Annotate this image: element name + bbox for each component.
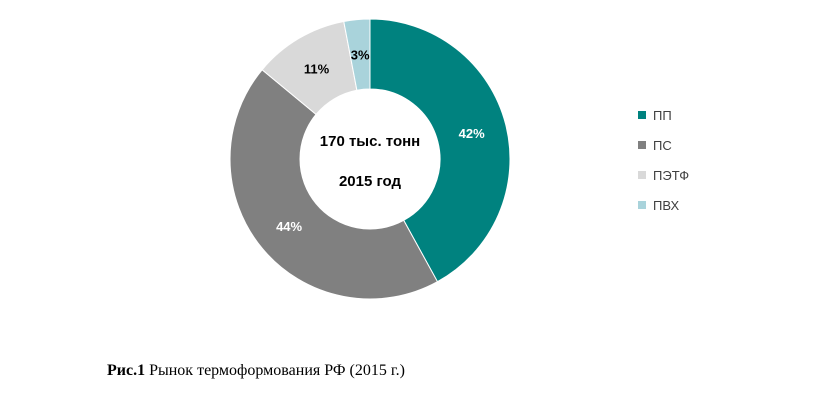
center-text-line-1: 170 тыс. тонн (320, 133, 420, 150)
legend: ПП ПС ПЭТФ ПВХ (638, 108, 689, 213)
legend-label-1: ПП (653, 108, 672, 123)
slice-label-1: 42% (459, 126, 485, 141)
legend-label-2: ПС (653, 138, 672, 153)
slice-4 (343, 18, 371, 91)
slice-labels: 42% 44% 11% 3% (276, 47, 485, 233)
caption-prefix: Рис.1 (107, 362, 146, 379)
slice-1 (369, 18, 511, 283)
donut-chart: 42%44%11%3% 170 тыс. тонн 2015 год ПППСП… (229, 18, 689, 300)
caption-text: Рынок термоформования РФ (2015 г.) (145, 362, 405, 379)
legend-swatch-3 (638, 171, 646, 179)
center-text-line-2: 2015 год (339, 173, 402, 190)
legend-label-3: ПЭТФ (653, 168, 689, 183)
slice-label-4: 3% (351, 47, 370, 62)
donut-slices (229, 18, 511, 300)
legend-label-4: ПВХ (653, 198, 679, 213)
slice-2 (229, 69, 439, 300)
legend-swatch-4 (638, 201, 646, 209)
slice-label-3: 11% (304, 62, 330, 77)
slice-label-2: 44% (276, 219, 302, 234)
legend-swatch-2 (638, 141, 646, 149)
legend-swatch-1 (638, 111, 646, 119)
figure-caption: Рис.1 Рынок термоформования РФ (2015 г.) (107, 362, 405, 380)
